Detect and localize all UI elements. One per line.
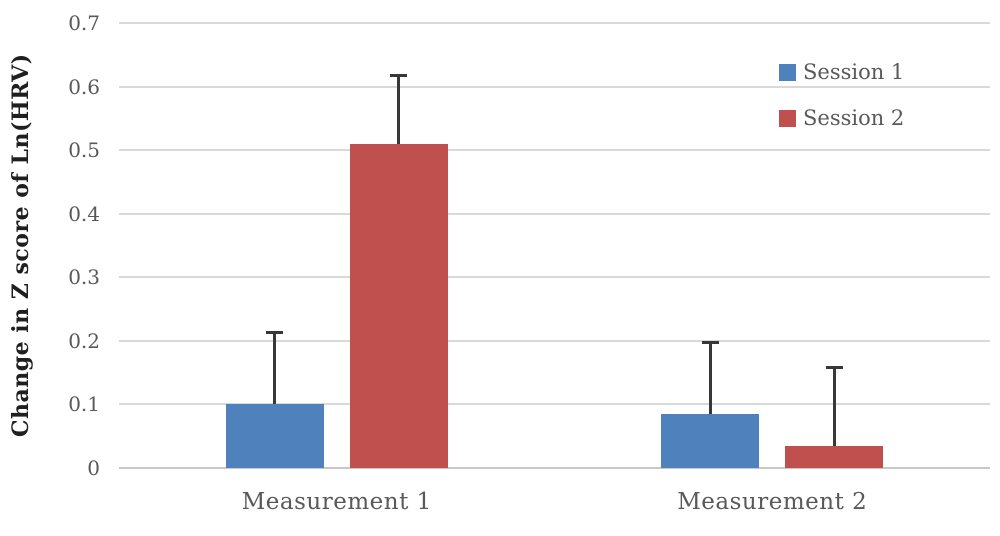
gridline: [119, 22, 990, 24]
y-tick-label: 0.5: [68, 138, 100, 163]
gridline: [119, 149, 990, 152]
y-tick-label: 0.1: [68, 392, 100, 417]
y-tick-label: 0.2: [68, 328, 100, 353]
legend-label-session-1: Session 1: [803, 60, 905, 84]
error-bar-session-1-measurement-2: [708, 340, 712, 414]
plot-area: [119, 22, 990, 469]
gridline: [119, 339, 990, 342]
y-axis-tick-labels: 0 0.1 0.2 0.3 0.4 0.5 0.6 0.7: [0, 11, 100, 480]
error-bar-cap-session-1-measurement-2: [701, 340, 719, 344]
bar-session-2-measurement-1: [349, 143, 448, 468]
legend-swatch-session-2-icon: [779, 109, 796, 127]
gridline: [119, 212, 990, 215]
error-bar-session-2-measurement-1: [397, 73, 401, 144]
y-tick-label: 0.7: [68, 11, 100, 35]
error-bar-cap-session-1-measurement-1: [266, 331, 284, 335]
y-tick-label: 0.3: [68, 265, 100, 290]
legend-item-session-2: Session 2: [779, 104, 904, 132]
legend: Session 1 Session 2: [779, 58, 904, 150]
category-label-measurement-2: Measurement 2: [677, 489, 868, 515]
bar-session-1-measurement-1: [225, 404, 324, 468]
y-tick-label: 0.4: [68, 201, 100, 226]
gridline: [119, 403, 990, 406]
bar-session-1-measurement-2: [661, 413, 760, 468]
x-axis-category-labels: Measurement 1 Measurement 2: [119, 489, 990, 515]
gridline: [119, 85, 990, 88]
error-bar-cap-session-2-measurement-2: [825, 366, 843, 370]
y-tick-label: 0.6: [68, 74, 100, 99]
legend-swatch-session-1-icon: [779, 63, 796, 81]
y-tick-label: 0: [87, 456, 100, 480]
error-bar-session-1-measurement-1: [273, 331, 277, 405]
category-label-measurement-1: Measurement 1: [241, 489, 432, 515]
legend-label-session-2: Session 2: [803, 106, 905, 130]
bar-session-2-measurement-2: [785, 445, 884, 468]
x-axis-line: [119, 467, 990, 469]
gridline: [119, 276, 990, 279]
legend-item-session-1: Session 1: [779, 58, 904, 86]
error-bar-session-2-measurement-2: [832, 366, 836, 446]
error-bar-cap-session-2-measurement-1: [390, 73, 408, 77]
